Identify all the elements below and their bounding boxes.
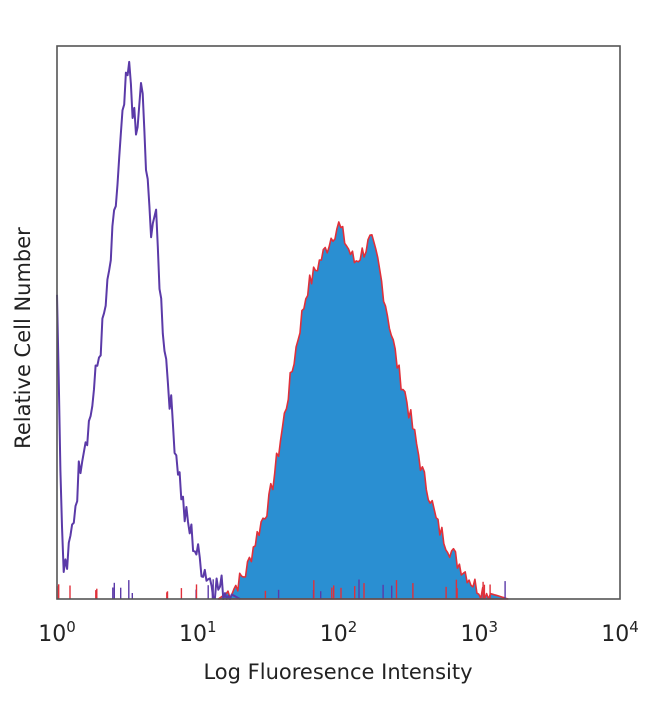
x-axis-title: Log Fluoresence Intensity <box>203 660 472 684</box>
x-tick-label: 104 <box>601 618 639 647</box>
x-tick-label: 100 <box>38 618 76 647</box>
y-axis-title: Relative Cell Number <box>11 227 35 449</box>
filled-histogram <box>217 221 509 600</box>
x-tick-label: 102 <box>320 618 358 647</box>
plot-frame <box>56 45 621 600</box>
plot-area <box>56 60 509 600</box>
x-tick-label: 101 <box>179 618 217 647</box>
x-axis: 100 101 102 103 104 <box>38 618 639 647</box>
outline-histogram <box>56 60 241 600</box>
x-tick-label: 103 <box>461 618 499 647</box>
